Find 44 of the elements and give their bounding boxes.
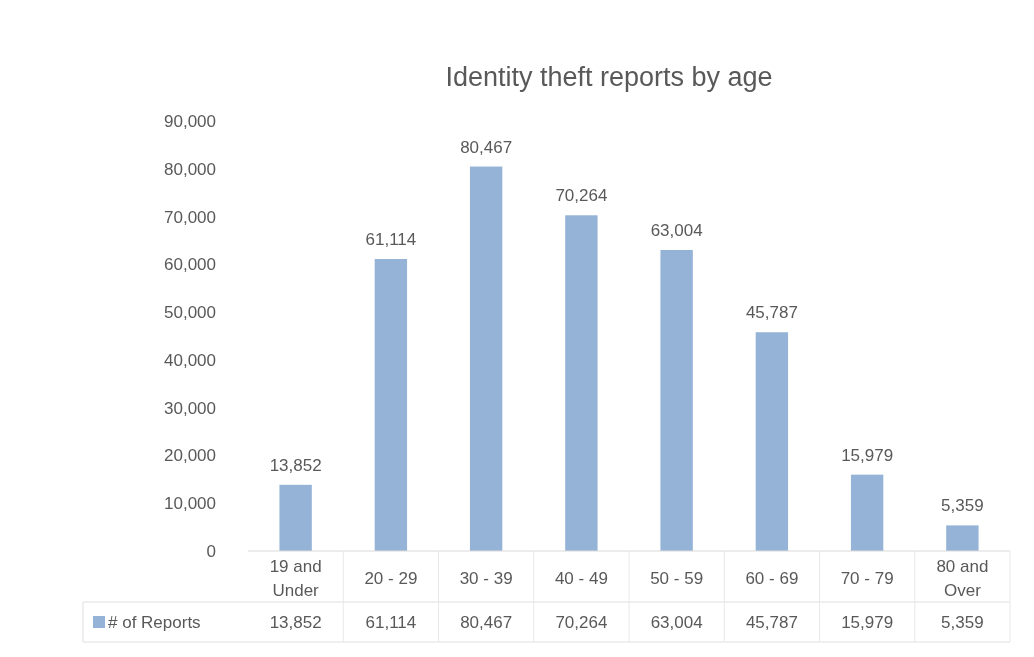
chart-title: Identity theft reports by age: [445, 62, 773, 92]
x-tick-label: 50 - 59: [650, 568, 704, 588]
bar: [565, 215, 598, 551]
bar: [374, 259, 408, 551]
text: 61,114: [365, 230, 417, 250]
x-tick-label: 30 - 39: [459, 568, 513, 588]
y-tick-label: 10,000: [164, 494, 216, 514]
y-tick-label: 0: [206, 541, 216, 561]
text: 63,004: [650, 220, 703, 240]
bar: [755, 332, 789, 551]
text: 5,359: [941, 496, 984, 516]
bar: [279, 484, 312, 551]
text: 80,467: [460, 137, 513, 157]
bar: [946, 525, 979, 551]
y-tick-label: 30,000: [164, 398, 216, 418]
text: 15,979: [841, 445, 894, 465]
x-tick-label: 70 - 79: [840, 568, 894, 588]
data-label: 80,467: [460, 612, 513, 632]
bar: [660, 249, 693, 551]
text: 45,787: [745, 303, 798, 323]
x-tick-label: 19 and Under: [269, 556, 322, 600]
data-label: 61,114: [365, 612, 417, 632]
x-tick-label: 80 and Over: [936, 556, 989, 600]
y-tick-label: 80,000: [164, 159, 216, 179]
data-label: 15,979: [841, 612, 894, 632]
legend-label: # of Reports: [108, 612, 201, 632]
data-label: 5,359: [941, 612, 984, 632]
y-tick-label: 70,000: [164, 207, 216, 227]
y-tick-label: 90,000: [164, 111, 216, 131]
y-tick-label: 60,000: [164, 255, 216, 275]
data-label: 70,264: [555, 612, 608, 632]
text: 70,264: [555, 186, 608, 206]
data-label: 13,852: [269, 612, 322, 632]
y-tick-label: 50,000: [164, 303, 216, 323]
bar: [850, 474, 884, 551]
x-tick-label: 40 - 49: [554, 568, 608, 588]
y-tick-label: 40,000: [164, 350, 216, 370]
data-label: 63,004: [650, 612, 703, 632]
x-tick-label: 60 - 69: [745, 568, 799, 588]
y-tick-label: 20,000: [164, 446, 216, 466]
bar: [469, 166, 503, 551]
text: 13,852: [269, 455, 322, 475]
data-label: 45,787: [745, 612, 798, 632]
x-tick-label: 20 - 29: [364, 568, 418, 588]
